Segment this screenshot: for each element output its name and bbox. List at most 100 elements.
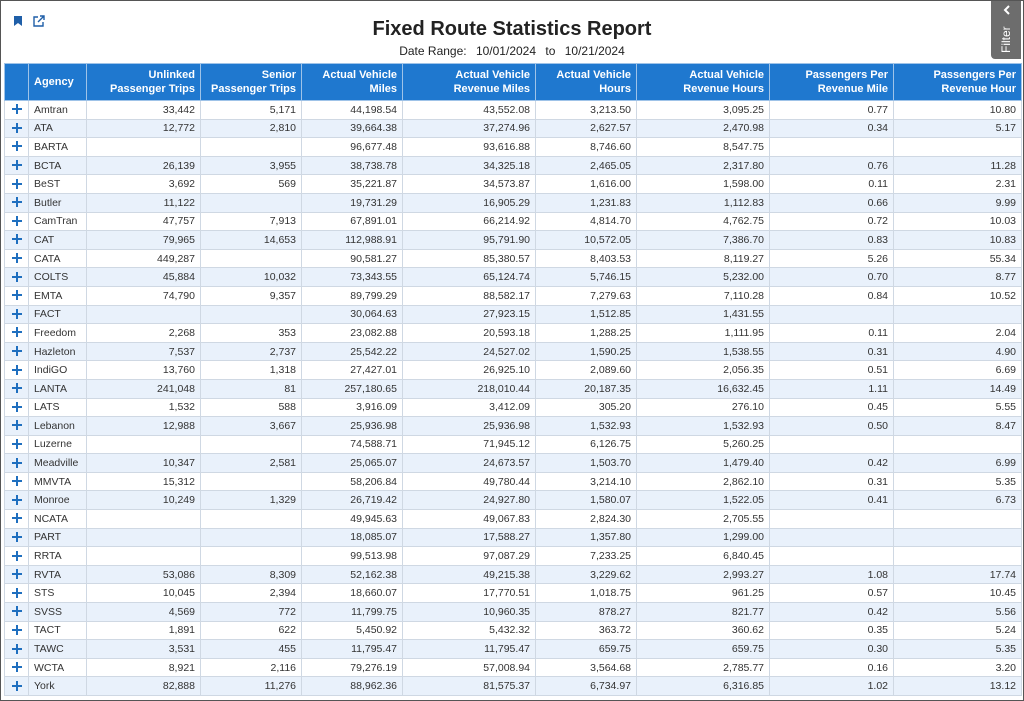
plus-icon[interactable] bbox=[11, 364, 22, 375]
plus-icon[interactable] bbox=[11, 327, 22, 338]
expand-button[interactable] bbox=[4, 323, 29, 343]
expand-button[interactable] bbox=[4, 174, 29, 194]
value-cell: 17,770.51 bbox=[402, 583, 536, 604]
expand-button[interactable] bbox=[4, 583, 29, 604]
value-cell: 65,124.74 bbox=[402, 267, 536, 287]
table-row: Lebanon 12,988 3,667 25,936.98 25,936.98 1,53… bbox=[4, 416, 1022, 436]
value-cell: 1,111.95 bbox=[636, 323, 770, 343]
agency-cell: NCATA bbox=[28, 509, 87, 529]
value-cell: 2,737 bbox=[200, 341, 302, 362]
expand-button[interactable] bbox=[4, 490, 29, 511]
expand-button[interactable] bbox=[4, 211, 29, 232]
value-cell: 81 bbox=[200, 378, 302, 399]
expand-button[interactable] bbox=[4, 639, 29, 659]
plus-icon[interactable] bbox=[11, 383, 22, 394]
expand-button[interactable] bbox=[4, 527, 29, 548]
value-cell: 1,357.80 bbox=[535, 527, 637, 548]
expand-button[interactable] bbox=[4, 230, 29, 250]
value-cell: 0.77 bbox=[769, 100, 894, 120]
bookmark-icon[interactable] bbox=[13, 15, 23, 27]
plus-icon[interactable] bbox=[11, 550, 22, 561]
filter-tab[interactable]: Filter bbox=[991, 1, 1021, 59]
plus-icon[interactable] bbox=[11, 662, 22, 673]
plus-icon[interactable] bbox=[11, 215, 22, 226]
expand-button[interactable] bbox=[4, 453, 29, 473]
plus-icon[interactable] bbox=[11, 513, 22, 524]
agency-cell: CamTran bbox=[28, 211, 87, 232]
expand-button[interactable] bbox=[4, 471, 29, 492]
value-cell: 85,380.57 bbox=[402, 248, 536, 269]
value-cell: 26,719.42 bbox=[301, 490, 403, 511]
value-cell: 0.30 bbox=[769, 639, 894, 659]
expand-button[interactable] bbox=[4, 378, 29, 399]
expand-button[interactable] bbox=[4, 434, 29, 455]
plus-icon[interactable] bbox=[11, 438, 22, 449]
plus-icon[interactable] bbox=[11, 420, 22, 431]
plus-icon[interactable] bbox=[11, 346, 22, 357]
expand-button[interactable] bbox=[4, 360, 29, 380]
plus-icon[interactable] bbox=[11, 494, 22, 505]
expand-button[interactable] bbox=[4, 397, 29, 418]
plus-icon[interactable] bbox=[11, 531, 22, 542]
value-cell: 49,215.38 bbox=[402, 564, 536, 585]
value-cell: 10.83 bbox=[893, 230, 1022, 250]
value-cell: 6.69 bbox=[893, 360, 1022, 380]
value-cell: 66,214.92 bbox=[402, 211, 536, 232]
agency-cell: IndiGO bbox=[28, 360, 87, 380]
plus-icon[interactable] bbox=[11, 178, 22, 189]
expand-button[interactable] bbox=[4, 100, 29, 120]
plus-icon[interactable] bbox=[11, 643, 22, 654]
value-cell bbox=[769, 304, 894, 325]
plus-icon[interactable] bbox=[11, 253, 22, 264]
plus-icon[interactable] bbox=[11, 104, 22, 115]
plus-icon[interactable] bbox=[11, 141, 22, 152]
plus-icon[interactable] bbox=[11, 476, 22, 487]
plus-icon[interactable] bbox=[11, 606, 22, 617]
plus-icon[interactable] bbox=[11, 401, 22, 412]
expand-button[interactable] bbox=[4, 657, 29, 678]
value-cell: 39,664.38 bbox=[301, 118, 403, 139]
plus-icon[interactable] bbox=[11, 122, 22, 133]
expand-button[interactable] bbox=[4, 416, 29, 436]
expand-button[interactable] bbox=[4, 341, 29, 362]
expand-button[interactable] bbox=[4, 304, 29, 325]
plus-icon[interactable] bbox=[11, 457, 22, 468]
value-cell: 10,572.05 bbox=[535, 230, 637, 250]
value-cell: 659.75 bbox=[535, 639, 637, 659]
plus-icon[interactable] bbox=[11, 308, 22, 319]
expand-button[interactable] bbox=[4, 602, 29, 622]
open-icon[interactable] bbox=[33, 15, 45, 27]
value-cell: 20,187.35 bbox=[535, 378, 637, 399]
header-row: Agency Unlinked Passenger Trips Senior Pas… bbox=[4, 63, 1022, 101]
expand-button[interactable] bbox=[4, 267, 29, 287]
plus-icon[interactable] bbox=[11, 160, 22, 171]
plus-icon[interactable] bbox=[11, 271, 22, 282]
expand-button[interactable] bbox=[4, 509, 29, 529]
expand-button[interactable] bbox=[4, 676, 29, 696]
expand-button[interactable] bbox=[4, 155, 29, 176]
expand-button[interactable] bbox=[4, 546, 29, 566]
plus-icon[interactable] bbox=[11, 197, 22, 208]
expand-button[interactable] bbox=[4, 248, 29, 269]
expand-button[interactable] bbox=[4, 118, 29, 139]
value-cell: 5,232.00 bbox=[636, 267, 770, 287]
expand-button[interactable] bbox=[4, 137, 29, 157]
value-cell: 11,276 bbox=[200, 676, 302, 696]
value-cell: 47,757 bbox=[86, 211, 201, 232]
value-cell: 241,048 bbox=[86, 378, 201, 399]
value-cell: 57,008.94 bbox=[402, 657, 536, 678]
plus-icon[interactable] bbox=[11, 587, 22, 598]
expand-button[interactable] bbox=[4, 564, 29, 585]
expand-button[interactable] bbox=[4, 285, 29, 306]
expand-button[interactable] bbox=[4, 620, 29, 641]
table-row: WCTA 8,921 2,116 79,276.19 57,008.94 3,564.68… bbox=[4, 657, 1022, 678]
plus-icon[interactable] bbox=[11, 569, 22, 580]
plus-icon[interactable] bbox=[11, 290, 22, 301]
plus-icon[interactable] bbox=[11, 624, 22, 635]
expand-button[interactable] bbox=[4, 192, 29, 213]
plus-icon[interactable] bbox=[11, 680, 22, 691]
value-cell bbox=[86, 304, 201, 325]
value-cell: 6,126.75 bbox=[535, 434, 637, 455]
plus-icon[interactable] bbox=[11, 234, 22, 245]
value-cell: 10,032 bbox=[200, 267, 302, 287]
